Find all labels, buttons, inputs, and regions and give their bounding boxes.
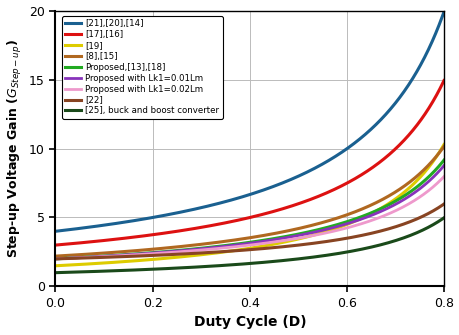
[19] bbox=[288, 239, 294, 243]
Proposed with Lk1=0.02Lm bbox=[288, 238, 294, 242]
[8],[15] bbox=[440, 144, 446, 148]
[21],[20],[14] bbox=[278, 182, 283, 186]
Proposed with Lk1=0.02Lm bbox=[347, 225, 352, 229]
Proposed with Lk1=0.02Lm bbox=[77, 256, 82, 260]
Proposed with Lk1=0.02Lm bbox=[278, 239, 283, 243]
Proposed with Lk1=0.01Lm bbox=[77, 256, 82, 260]
[25], buck and boost converter bbox=[347, 250, 352, 254]
[17],[16] bbox=[347, 179, 352, 183]
[17],[16] bbox=[278, 207, 283, 211]
[21],[20],[14] bbox=[288, 177, 294, 181]
Proposed with Lk1=0.01Lm bbox=[347, 221, 352, 225]
Line: [19]: [19] bbox=[56, 145, 443, 266]
[17],[16] bbox=[288, 204, 294, 208]
Proposed with Lk1=0.01Lm bbox=[53, 257, 58, 261]
Y-axis label: Step-up Voltage Gain ($G_{Step-up}$): Step-up Voltage Gain ($G_{Step-up}$) bbox=[6, 39, 23, 258]
[21],[20],[14] bbox=[300, 172, 305, 176]
[17],[16] bbox=[77, 241, 82, 245]
Proposed with Lk1=0.02Lm bbox=[386, 211, 392, 215]
[22] bbox=[440, 202, 446, 206]
Proposed with Lk1=0.01Lm bbox=[278, 237, 283, 241]
Line: [21],[20],[14]: [21],[20],[14] bbox=[56, 12, 443, 231]
[22] bbox=[53, 257, 58, 261]
Legend: [21],[20],[14], [17],[16], [19], [8],[15], Proposed,[13],[18], Proposed with Lk1: [21],[20],[14], [17],[16], [19], [8],[15… bbox=[62, 16, 222, 119]
[22] bbox=[288, 244, 294, 248]
[25], buck and boost converter bbox=[278, 259, 283, 263]
[21],[20],[14] bbox=[386, 108, 392, 112]
[21],[20],[14] bbox=[347, 144, 352, 148]
[19] bbox=[53, 264, 58, 268]
[21],[20],[14] bbox=[77, 226, 82, 230]
[25], buck and boost converter bbox=[288, 258, 294, 262]
[8],[15] bbox=[278, 230, 283, 234]
[21],[20],[14] bbox=[53, 229, 58, 233]
Proposed with Lk1=0.02Lm bbox=[440, 175, 446, 179]
[22] bbox=[77, 256, 82, 260]
[19] bbox=[386, 201, 392, 205]
Proposed,[13],[18] bbox=[347, 219, 352, 223]
[22] bbox=[300, 243, 305, 247]
[8],[15] bbox=[347, 212, 352, 216]
[19] bbox=[77, 262, 82, 266]
Proposed with Lk1=0.01Lm bbox=[288, 235, 294, 239]
Proposed,[13],[18] bbox=[53, 257, 58, 261]
[8],[15] bbox=[386, 193, 392, 197]
[17],[16] bbox=[386, 152, 392, 156]
Proposed,[13],[18] bbox=[278, 235, 283, 239]
Proposed,[13],[18] bbox=[77, 256, 82, 260]
Proposed,[13],[18] bbox=[288, 233, 294, 238]
[8],[15] bbox=[300, 225, 305, 229]
Line: [22]: [22] bbox=[56, 204, 443, 259]
Proposed with Lk1=0.01Lm bbox=[440, 163, 446, 168]
Proposed with Lk1=0.02Lm bbox=[300, 236, 305, 240]
[19] bbox=[440, 143, 446, 147]
Proposed,[13],[18] bbox=[300, 231, 305, 235]
Proposed with Lk1=0.01Lm bbox=[386, 205, 392, 209]
[25], buck and boost converter bbox=[386, 240, 392, 244]
[22] bbox=[386, 226, 392, 230]
Line: Proposed,[13],[18]: Proposed,[13],[18] bbox=[56, 160, 443, 259]
[22] bbox=[347, 236, 352, 240]
[19] bbox=[347, 221, 352, 225]
[19] bbox=[278, 241, 283, 245]
[8],[15] bbox=[77, 253, 82, 257]
[17],[16] bbox=[440, 78, 446, 82]
Line: [17],[16]: [17],[16] bbox=[56, 80, 443, 245]
[17],[16] bbox=[300, 200, 305, 204]
Proposed,[13],[18] bbox=[440, 158, 446, 162]
[8],[15] bbox=[288, 228, 294, 232]
[22] bbox=[278, 245, 283, 249]
Line: Proposed with Lk1=0.02Lm: Proposed with Lk1=0.02Lm bbox=[56, 177, 443, 259]
[25], buck and boost converter bbox=[53, 271, 58, 275]
Line: Proposed with Lk1=0.01Lm: Proposed with Lk1=0.01Lm bbox=[56, 165, 443, 259]
[25], buck and boost converter bbox=[300, 256, 305, 260]
Line: [25], buck and boost converter: [25], buck and boost converter bbox=[56, 218, 443, 273]
[21],[20],[14] bbox=[440, 10, 446, 14]
X-axis label: Duty Cycle (D): Duty Cycle (D) bbox=[193, 316, 306, 329]
Proposed with Lk1=0.01Lm bbox=[300, 232, 305, 237]
[8],[15] bbox=[53, 254, 58, 258]
Line: [8],[15]: [8],[15] bbox=[56, 146, 443, 256]
[25], buck and boost converter bbox=[77, 270, 82, 274]
[19] bbox=[300, 236, 305, 240]
[25], buck and boost converter bbox=[440, 216, 446, 220]
Proposed,[13],[18] bbox=[386, 202, 392, 206]
Proposed with Lk1=0.02Lm bbox=[53, 257, 58, 261]
[17],[16] bbox=[53, 243, 58, 247]
